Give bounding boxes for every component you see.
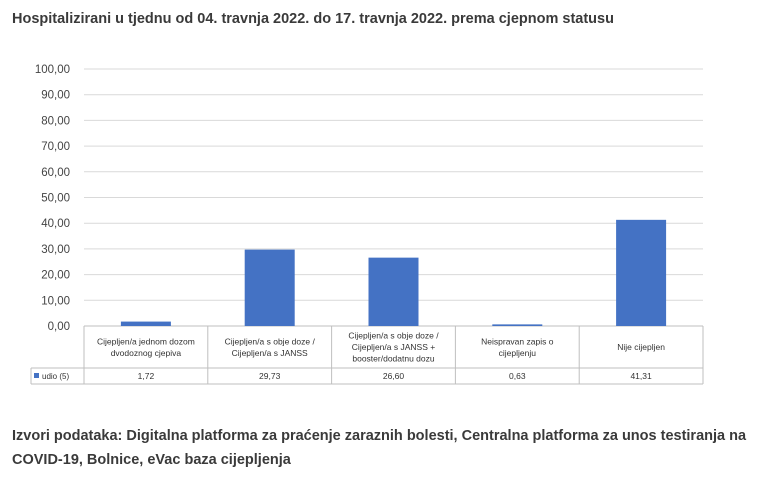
y-tick-label: 60,00: [41, 167, 70, 179]
data-table: Cijepljen/a jednom dozom dvodoznog cjepiv…: [30, 326, 704, 385]
value-label: 29,73: [259, 371, 281, 381]
category-label: Neispravan zapis o cijepljenju: [481, 336, 554, 358]
legend-swatch: [34, 373, 39, 378]
y-tick-label: 80,00: [41, 115, 70, 127]
bars: [120, 219, 667, 326]
value-label: 26,60: [383, 371, 405, 381]
y-tick-label: 10,00: [41, 295, 70, 307]
y-tick-label: 100,00: [35, 64, 70, 76]
bar: [120, 321, 171, 326]
chart-title: Hospitalizirani u tjednu od 04. travnja …: [12, 11, 614, 27]
category-label-line: dvodoznog cjepiva: [111, 348, 182, 358]
category-label-line: Neispravan zapis o: [481, 336, 554, 346]
bar: [492, 324, 543, 326]
category-label-line: Cijepljen/a s obje doze /: [225, 336, 316, 346]
category-label: Nije cijepljen: [617, 342, 665, 352]
value-label: 1,72: [138, 371, 155, 381]
bar: [368, 257, 419, 326]
y-tick-label: 70,00: [41, 141, 70, 153]
y-tick-label: 50,00: [41, 193, 70, 205]
category-label-line: Cijepljen/a s JANSS +: [352, 342, 435, 352]
category-label-line: Cijepljen/a s JANSS: [232, 348, 308, 358]
category-label-line: booster/dodatnu dozu: [352, 354, 435, 364]
value-label: 41,31: [630, 371, 652, 381]
category-label-line: Nije cijepljen: [617, 342, 665, 352]
data-source: Izvori podataka: Digitalna platforma za …: [12, 428, 747, 468]
bar-chart: 0,00 10,00 20,00 30,00 40,00 50,00 60,00 70,00 8…: [30, 64, 704, 385]
y-tick-label: 0,00: [48, 321, 70, 333]
category-label: Cijepljen/a s obje doze / Cijepljen/a s J…: [225, 336, 316, 358]
category-label: Cijepljen/a jednom dozom dvodoznog cjepiv…: [97, 336, 195, 358]
y-tick-label: 30,00: [41, 244, 70, 256]
y-axis-ticks: 0,00 10,00 20,00 30,00 40,00 50,00 60,00 70,00 8…: [35, 64, 70, 333]
bar: [616, 219, 667, 326]
y-tick-label: 40,00: [41, 218, 70, 230]
y-tick-label: 90,00: [41, 90, 70, 102]
bar: [244, 249, 295, 326]
legend-label: udio (5): [42, 372, 69, 381]
category-label-line: Cijepljen/a jednom dozom: [97, 336, 195, 346]
y-tick-label: 20,00: [41, 270, 70, 282]
category-label-line: Cijepljen/a s obje doze /: [348, 331, 439, 341]
category-label: Cijepljen/a s obje doze / Cijepljen/a s J…: [348, 331, 439, 364]
category-label-line: cijepljenju: [499, 348, 537, 358]
value-label: 0,63: [509, 371, 526, 381]
